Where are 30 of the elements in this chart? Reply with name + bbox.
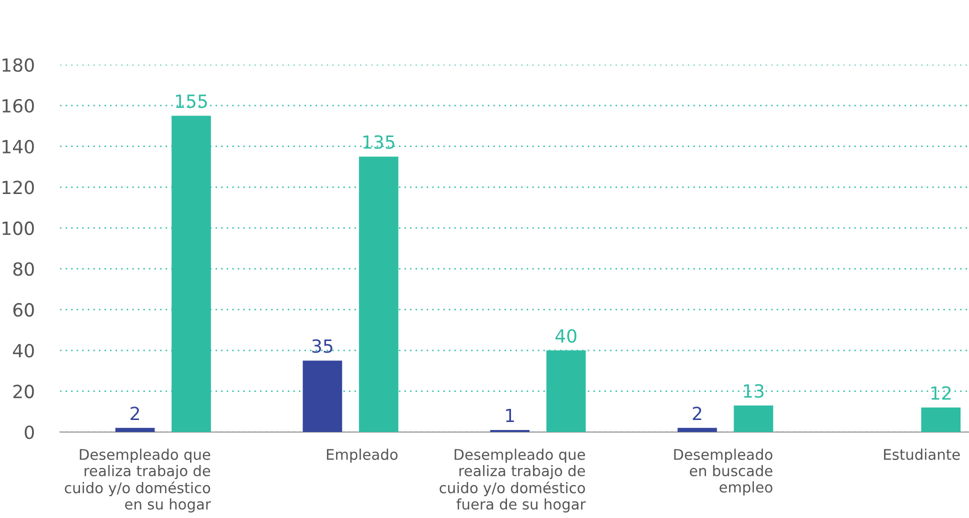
y-tick-label: 160 [2,99,34,113]
x-tick-label: Estudiante [884,448,960,460]
y-tick-label: 60 [13,303,34,317]
bar [678,428,717,432]
data-label: 12 [931,386,951,400]
y-tick-label: 140 [2,140,34,154]
y-tick-label: 100 [2,221,34,236]
bar [734,405,774,432]
bar [115,428,155,432]
data-label: 155 [176,94,207,108]
bar [302,360,342,432]
bar [490,430,530,432]
x-tick-label: Desempleado que realiza trabajo de cuido y/o doméstico fuera de su hogar [440,448,586,512]
data-label: 1 [506,408,514,422]
y-tick-label: 20 [13,384,34,398]
y-tick-label: 120 [2,180,34,194]
y-tick-label: 180 [2,58,34,72]
data-label: 35 [312,339,332,353]
y-tick-label: 40 [12,344,34,358]
data-label: 135 [363,135,394,149]
bar [921,408,961,432]
x-tick-label: Empleado [326,448,398,463]
y-tick-label: 0 [24,425,34,440]
data-label: 40 [555,329,576,343]
data-label: 13 [744,384,764,398]
data-label: 2 [130,406,139,420]
data-label: 2 [692,406,702,420]
x-tick-label: Desempleado que realiza trabajo de cuido y/o doméstico en su hogar [64,448,211,512]
y-tick-label: 80 [13,262,34,276]
x-tick-label: Desempleado en buscade empleo [674,448,772,496]
